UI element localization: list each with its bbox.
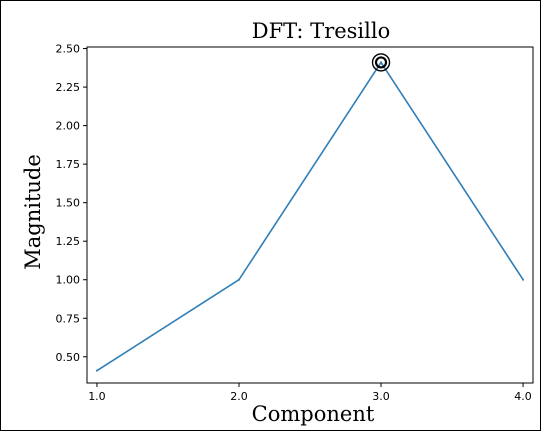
peak-marker-outer [371,53,391,72]
y-tick-label: 2.25 [56,81,81,94]
chart-title: DFT: Tresillo [252,19,390,43]
y-tick-label: 1.50 [56,197,81,210]
data-point [522,278,525,281]
x-tick-label: 1.0 [88,390,106,403]
x-axis-label: Component [252,402,375,426]
x-tick-label: 4.0 [514,390,532,403]
peak-marker-inner [374,56,388,69]
data-point [237,278,240,281]
plot-area-frame [86,46,534,384]
series-layer [95,53,525,372]
y-tick-label: 0.75 [56,312,81,325]
y-tick-label: 0.50 [56,351,81,364]
y-tick-label: 1.25 [56,235,81,248]
y-tick-label: 1.75 [56,158,81,171]
data-point [380,61,383,64]
x-tick-label: 3.0 [372,390,390,403]
y-tick-label: 2.50 [56,43,81,56]
y-tick-label: 2.00 [56,120,81,133]
y-tick-label: 1.00 [56,274,81,287]
series-line [96,60,524,372]
data-point [95,369,98,372]
y-axis-label: Magnitude [21,154,45,270]
axes: 0.50 0.75 1.00 1.25 1.50 1.75 2.00 2.25 2.50 1.0 2… [56,43,534,403]
x-tick-label: 2.0 [230,390,248,403]
